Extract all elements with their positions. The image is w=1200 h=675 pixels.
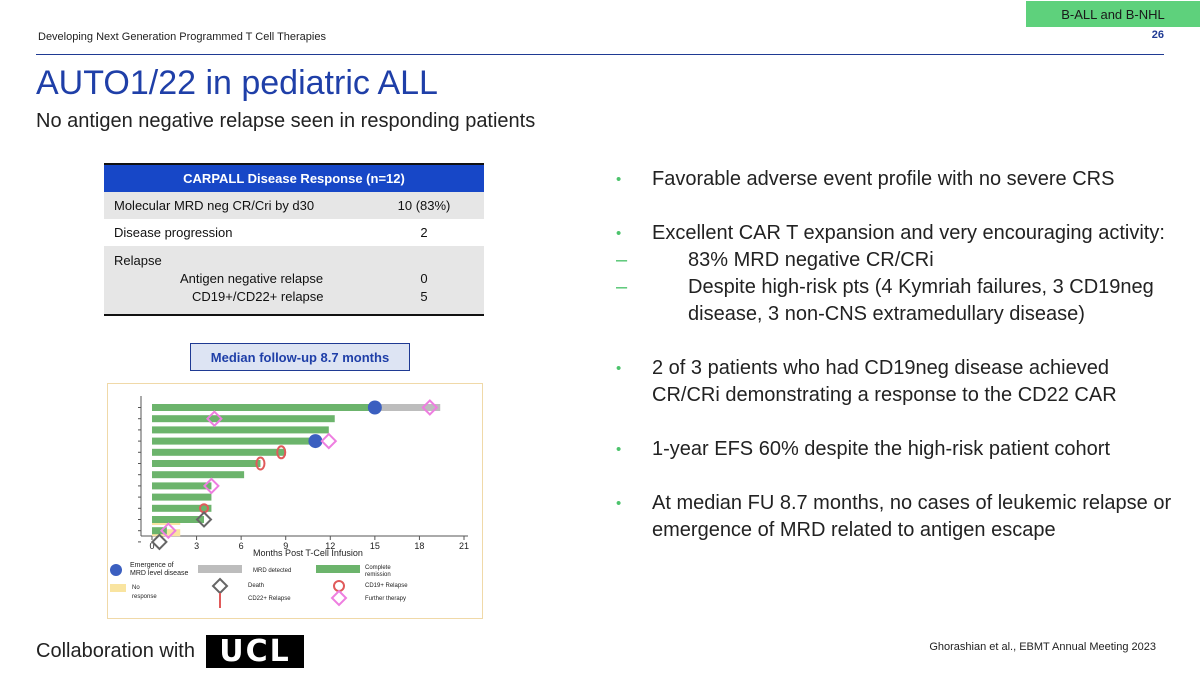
swimmer-chart: 0 3 6 9 12 15 18 21 Months Post T-Cell Infusion E… xyxy=(107,383,483,619)
x-tick-label: 15 xyxy=(370,541,380,551)
marker xyxy=(320,432,338,450)
bar-complete-remission xyxy=(152,448,286,456)
page-number: 26 xyxy=(1151,29,1164,41)
legend-label: response xyxy=(132,594,157,600)
bar-complete-remission xyxy=(152,437,316,445)
table-row: Molecular MRD neg CR/Cri by d30 10 (83%) xyxy=(104,192,484,219)
row-label: Molecular MRD neg CR/Cri by d30 xyxy=(104,192,364,219)
row-label: Disease progression xyxy=(114,225,233,240)
bar-complete-remission xyxy=(152,404,375,411)
legend-label: remission xyxy=(365,572,391,578)
marker xyxy=(151,533,168,551)
sub-row-label: Antigen negative relapse xyxy=(180,271,324,286)
legend-cr-swatch xyxy=(316,565,360,573)
legend-mrd-emerge-marker xyxy=(110,564,122,576)
legend-further-marker xyxy=(330,589,348,607)
ucl-logo: UCL xyxy=(206,634,304,669)
disease-response-table: CARPALL Disease Response (n=12) Molecula… xyxy=(104,163,484,316)
row-value: 2 xyxy=(420,225,428,240)
bar-complete-remission xyxy=(152,460,261,467)
sub-row-value: 0 xyxy=(420,271,428,286)
legend-label: MRD detected xyxy=(253,568,291,574)
median-followup-box: Median follow-up 8.7 months xyxy=(190,343,410,371)
marker xyxy=(255,456,266,471)
sub-row-label: CD19+/CD22+ relapse xyxy=(192,289,324,304)
legend-label: Emergence of xyxy=(130,562,174,569)
slide-title: AUTO1/22 in pediatric ALL xyxy=(36,64,438,102)
legend-label: Death xyxy=(248,583,264,589)
marker xyxy=(159,522,177,540)
header-divider xyxy=(36,54,1164,55)
bar-complete-remission xyxy=(152,415,335,423)
legend-label: CD19+ Relapse xyxy=(365,583,408,589)
bar-complete-remission xyxy=(152,493,212,501)
collaboration-text: Collaboration with xyxy=(36,640,195,662)
table-row: Disease progression 2 xyxy=(104,219,484,246)
legend-label: CD22+ Relapse xyxy=(248,596,291,602)
marker xyxy=(367,400,382,415)
bar-complete-remission xyxy=(152,504,212,512)
row-value: 10 (83%) xyxy=(364,192,484,219)
bar-mrd-detected xyxy=(374,404,441,411)
bullet-item: • 2 of 3 patients who had CD19neg disease… xyxy=(616,357,1117,406)
swimmer-chart-svg: 0 3 6 9 12 15 18 21 Months Post T-Cell Infusion E… xyxy=(110,396,469,608)
row-label: Relapse xyxy=(114,253,162,268)
sub-bullet-item: –83% MRD negative CR/CRi xyxy=(616,249,934,271)
legend-no-response-swatch xyxy=(110,584,126,592)
legend-label: MRD level disease xyxy=(130,570,188,577)
bar-complete-remission xyxy=(152,426,329,434)
marker xyxy=(276,445,287,460)
marker xyxy=(205,410,223,428)
marker xyxy=(421,399,439,416)
topic-badge: B-ALL and B-NHL xyxy=(1026,1,1200,27)
slide-subtitle: No antigen negative relapse seen in resp… xyxy=(36,110,536,132)
x-tick-label: 18 xyxy=(414,541,424,551)
x-axis-label: Months Post T-Cell Infusion xyxy=(253,548,363,558)
bar-complete-remission xyxy=(152,527,167,535)
table-row: Relapse Antigen negative relapse CD19+/C… xyxy=(104,246,484,316)
x-tick-label: 0 xyxy=(149,541,154,551)
bar-complete-remission xyxy=(152,482,212,490)
header-text: Developing Next Generation Programmed T … xyxy=(38,31,326,43)
bullet-list: • Favorable adverse event profile with no… xyxy=(614,166,1174,571)
x-tick-label: 21 xyxy=(459,541,469,551)
sub-row-value: 5 xyxy=(420,289,428,304)
citation: Ghorashian et al., EBMT Annual Meeting 2… xyxy=(929,641,1156,653)
table-header: CARPALL Disease Response (n=12) xyxy=(104,163,484,192)
x-tick-label: 9 xyxy=(283,541,288,551)
legend-mrd-detected-swatch xyxy=(198,565,242,573)
legend-label: Further therapy xyxy=(365,596,406,602)
legend-label: Complete xyxy=(365,565,391,571)
x-tick-label: 3 xyxy=(194,541,199,551)
marker xyxy=(203,477,220,495)
bar-complete-remission xyxy=(152,516,204,523)
bullet-item: • At median FU 8.7 months, no cases of le… xyxy=(616,492,1172,541)
x-tick-label: 6 xyxy=(239,541,244,551)
bullet-item: • Favorable adverse event profile with no… xyxy=(616,168,1115,190)
bullet-item: • 1-year EFS 60% despite the high-risk pa… xyxy=(616,438,1111,460)
legend-label: No xyxy=(132,585,140,591)
legend-death-marker xyxy=(211,577,229,595)
bullet-item: • Excellent CAR T expansion and very enco… xyxy=(614,220,1174,328)
marker xyxy=(195,511,213,528)
legend-cd19-marker xyxy=(333,580,345,592)
sub-bullet-item: – Despite high-risk pts (4 Kymriah failur… xyxy=(616,276,1154,325)
x-tick-label: 12 xyxy=(325,541,335,551)
bar-complete-remission xyxy=(152,471,245,479)
marker xyxy=(308,434,323,449)
